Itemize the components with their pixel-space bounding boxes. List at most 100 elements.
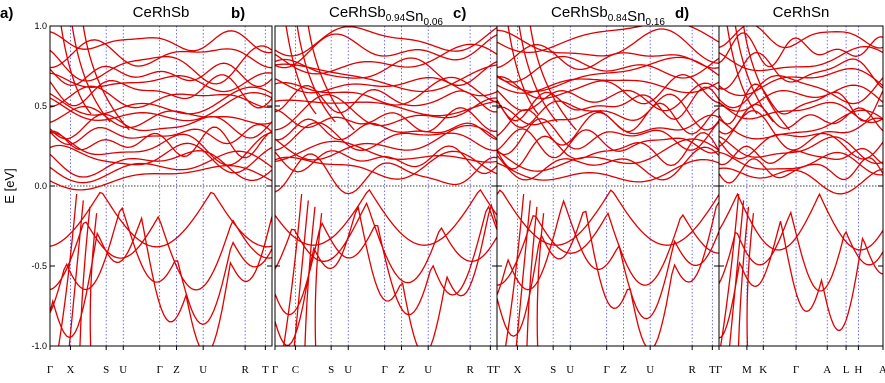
band-line (68, 200, 84, 346)
k-point-label: S (550, 364, 556, 376)
band-line (275, 122, 497, 152)
band-line (275, 140, 497, 163)
band-line (296, 26, 336, 123)
panel-title: CeRhSb (133, 4, 190, 21)
band-line (497, 201, 719, 346)
bands (497, 26, 719, 346)
k-point-label: C (292, 364, 299, 376)
band-line (50, 74, 272, 109)
band-line (275, 33, 497, 69)
band-line (497, 118, 719, 156)
band-line (50, 142, 272, 174)
band-line (497, 43, 719, 71)
band-line (275, 76, 497, 97)
band-line (307, 26, 355, 131)
k-point-label: Z (620, 364, 627, 376)
band-line (497, 56, 719, 93)
y-tick-label: -1.0 (31, 341, 47, 351)
band-line (60, 26, 92, 115)
band-line (497, 146, 719, 181)
band-line (50, 126, 272, 159)
band-line (719, 45, 883, 72)
band-line (314, 213, 323, 346)
k-point-label: X (513, 364, 521, 376)
band-line (497, 189, 719, 246)
band-line (50, 86, 272, 116)
panel-2: b) CeRhSb0.94Sn0.06Γ C S U Γ Z U R T (231, 4, 498, 376)
band-line (275, 145, 497, 175)
k-point-label: Z (173, 364, 180, 376)
band-line (50, 131, 272, 166)
band-line (497, 86, 719, 122)
band-line (497, 93, 719, 131)
k-point-label: T (709, 364, 716, 376)
k-point-label: R (688, 364, 696, 376)
band-line (737, 206, 750, 346)
band-line (719, 103, 883, 135)
band-line (285, 26, 317, 115)
band-line (71, 26, 111, 123)
band-line (518, 26, 558, 123)
band-line (275, 99, 497, 117)
panel-3: c) CeRhSb0.84Sn0.16Γ X S U Γ Z U R T (453, 4, 720, 376)
band-line (275, 203, 497, 346)
band-line (497, 73, 719, 105)
band-line (497, 138, 719, 172)
band-line (82, 26, 130, 131)
band-line (746, 213, 755, 346)
band-line (57, 193, 78, 346)
band-line (719, 109, 883, 140)
k-point-label: A (823, 364, 831, 376)
band-line (50, 30, 272, 54)
band-line (50, 164, 272, 191)
band-line (728, 200, 745, 346)
band-line (275, 188, 497, 246)
bands (50, 26, 272, 346)
band-line (719, 151, 883, 176)
k-point-label: Γ (272, 364, 278, 376)
band-line (282, 193, 303, 346)
k-point-label: R (466, 364, 474, 376)
band-line (275, 85, 497, 114)
band-line (497, 82, 719, 112)
band-line (293, 200, 309, 346)
band-line (719, 26, 883, 49)
band-line (89, 213, 98, 346)
k-point-label: Γ (716, 364, 722, 376)
k-point-label: S (328, 364, 334, 376)
band-line (79, 206, 91, 346)
band-line (275, 205, 497, 316)
panel-title: CeRhSb0.94Sn0.06 (329, 4, 443, 28)
y-tick-label: 0.5 (34, 101, 47, 111)
band-line (50, 39, 272, 69)
band-line (719, 83, 883, 125)
k-point-label: Γ (603, 364, 609, 376)
k-point-label: T (487, 364, 494, 376)
band-line (50, 62, 272, 88)
band-line (50, 105, 272, 129)
band-line (50, 113, 272, 140)
k-point-label: T (262, 364, 269, 376)
band-line (50, 91, 272, 122)
band-line (719, 84, 883, 112)
k-point-label: Γ (494, 364, 500, 376)
band-line (497, 211, 719, 286)
k-point-label: U (344, 364, 352, 376)
band-line (515, 200, 531, 346)
band-line (742, 26, 791, 131)
band-line (719, 221, 883, 339)
band-line (275, 118, 497, 141)
band-line (719, 210, 883, 292)
y-tick-label: 0.0 (34, 181, 47, 191)
band-line (719, 192, 883, 251)
k-point-label: Γ (47, 364, 53, 376)
band-line (275, 153, 497, 195)
band-line (719, 67, 883, 97)
band-line (719, 51, 883, 90)
band-line (275, 124, 497, 161)
band-line (50, 72, 272, 93)
panel-title: CeRhSb0.84Sn0.16 (551, 4, 665, 28)
